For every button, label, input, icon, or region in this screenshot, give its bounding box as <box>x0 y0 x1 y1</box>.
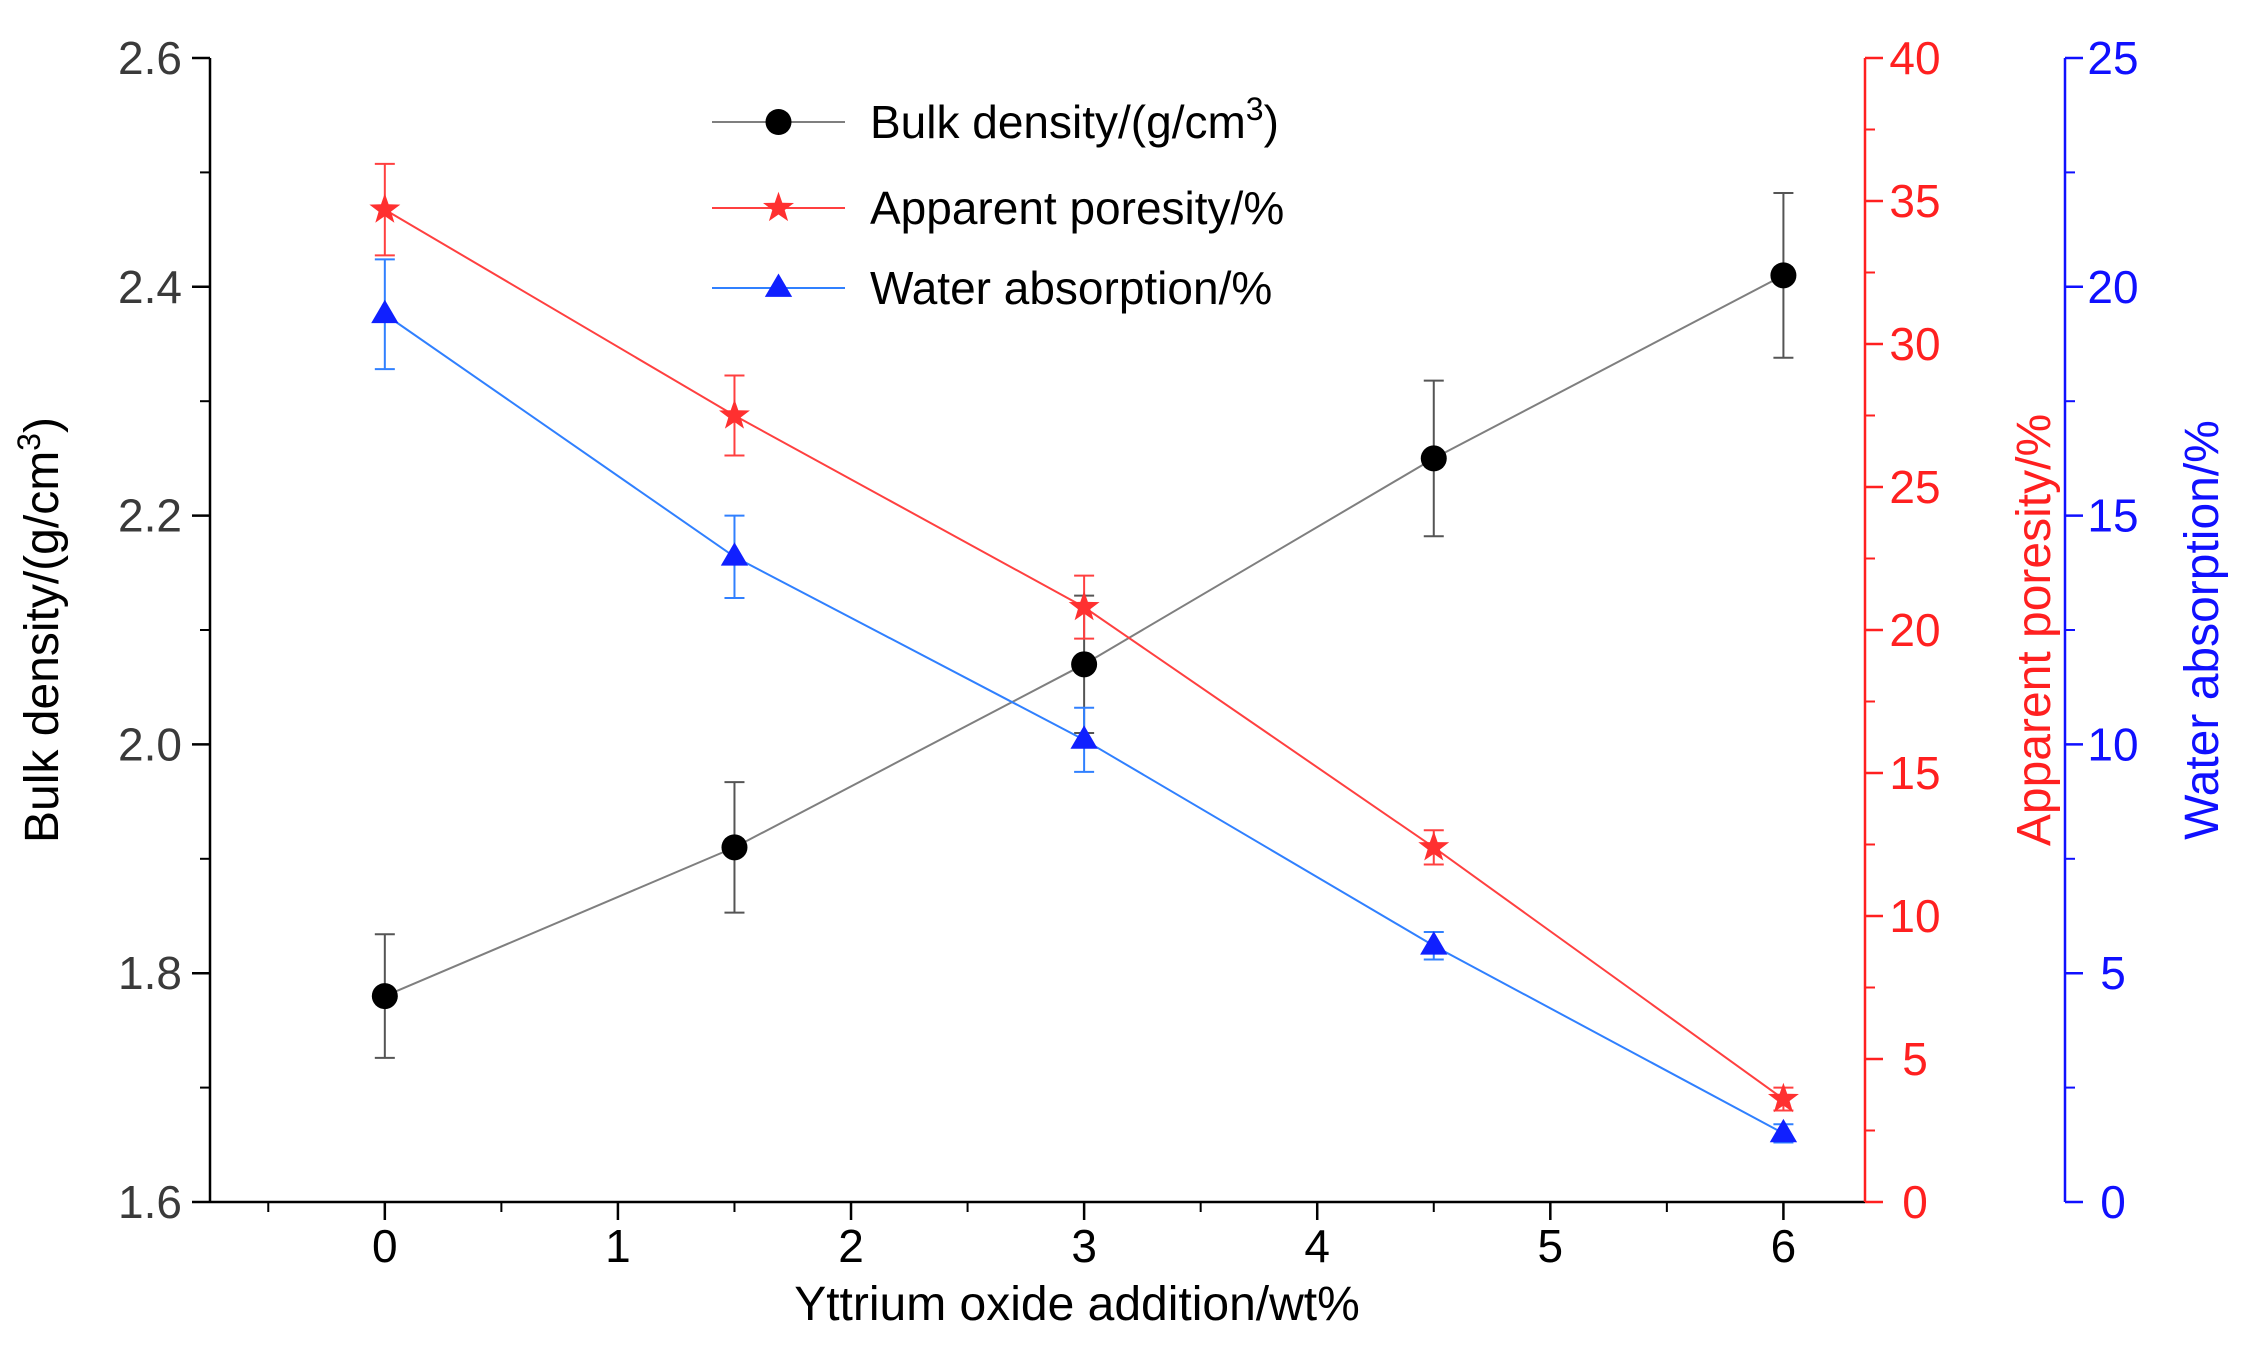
right2-tick-label: 15 <box>2087 490 2138 542</box>
legend-label-main: Water absorption/% <box>870 262 1272 314</box>
data-point <box>720 542 749 566</box>
x-tick-label: 3 <box>1071 1220 1097 1272</box>
left-tick-label: 2.0 <box>118 718 182 770</box>
x-axis-label: Yttrium oxide addition/wt% <box>794 1278 1360 1331</box>
data-point <box>1071 651 1098 678</box>
data-point <box>1418 831 1450 861</box>
left-axis-label-main: Bulk density/(g/cm <box>16 451 69 843</box>
data-point <box>1420 445 1447 472</box>
x-tick-label: 0 <box>372 1220 398 1272</box>
x-tick-label: 5 <box>1538 1220 1564 1272</box>
right2-axis-label: Water absorption/% <box>2176 420 2229 840</box>
legend-marker <box>765 109 792 135</box>
right2-tick-label: 0 <box>2100 1176 2126 1228</box>
legend-label-main: Bulk density/(g/cm <box>870 96 1246 148</box>
series-2 <box>371 258 1798 1144</box>
legend-marker <box>764 273 793 297</box>
right1-tick-label: 15 <box>1889 747 1940 799</box>
axes-layer: 0 1 2 3 4 5 6 1.6 1.8 2.0 2.2 2.4 2.6 Bulk density/(g… <box>11 32 2229 1272</box>
left-tick-label: 2.4 <box>118 261 182 313</box>
left-tick-label: 1.6 <box>118 1176 182 1228</box>
left-tick-label: 2.6 <box>118 32 182 84</box>
data-point <box>1769 1118 1798 1143</box>
legend-marker <box>763 191 794 222</box>
legend-label: Water absorption/% <box>870 262 1272 314</box>
right1-tick-label: 40 <box>1889 32 1940 84</box>
right1-tick-label: 30 <box>1889 318 1940 370</box>
x-tick-label: 1 <box>605 1220 631 1272</box>
right1-tick-label: 10 <box>1889 890 1940 942</box>
legend-label-main: Apparent poresity/% <box>870 182 1284 234</box>
data-point <box>1768 1082 1799 1113</box>
x-tick-label: 4 <box>1304 1220 1330 1272</box>
series-layer <box>369 162 1799 1144</box>
right1-tick-label: 20 <box>1889 604 1940 656</box>
left-tick-label: 2.2 <box>118 490 182 542</box>
x-tick-label: 6 <box>1771 1220 1797 1272</box>
data-point <box>1070 725 1098 749</box>
right2-tick-label: 25 <box>2087 32 2138 84</box>
left-axis-label-sup: 3 <box>11 433 47 451</box>
data-point <box>369 193 401 223</box>
right1-tick-label: 35 <box>1889 175 1940 227</box>
legend-label-close: ) <box>1264 96 1279 148</box>
legend-label-sup: 3 <box>1246 91 1264 127</box>
x-tick-label: 2 <box>838 1220 864 1272</box>
data-point <box>719 399 750 429</box>
right1-tick-label: 0 <box>1902 1176 1928 1228</box>
left-tick-label: 1.8 <box>118 947 182 999</box>
data-point <box>1420 931 1448 955</box>
data-point <box>1068 590 1100 621</box>
right2-tick-label: 5 <box>2100 947 2126 999</box>
right2-tick-label: 10 <box>2087 718 2138 770</box>
series-1 <box>369 162 1799 1113</box>
data-point <box>721 834 748 861</box>
left-axis-label: Bulk density/(g/cm3) <box>11 417 69 843</box>
legend-label: Apparent poresity/% <box>870 182 1284 234</box>
legend: Bulk density/(g/cm3) Apparent poresity/% W… <box>712 91 1284 314</box>
right1-tick-label: 25 <box>1889 461 1940 513</box>
data-point <box>1770 262 1797 289</box>
right1-axis-label: Apparent poresity/% <box>2008 414 2061 846</box>
data-point <box>371 299 399 324</box>
right2-tick-label: 20 <box>2087 261 2138 313</box>
legend-label: Bulk density/(g/cm3) <box>870 91 1279 148</box>
data-point <box>371 983 398 1010</box>
left-axis-label-close: ) <box>16 417 69 433</box>
right1-tick-label: 5 <box>1902 1033 1928 1085</box>
